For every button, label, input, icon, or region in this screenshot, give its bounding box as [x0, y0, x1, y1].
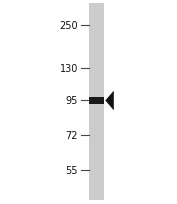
- Bar: [89, 4, 104, 200]
- Text: 130: 130: [59, 63, 78, 73]
- Text: 55: 55: [65, 165, 78, 175]
- Text: 95: 95: [65, 96, 78, 106]
- Bar: [89, 97, 104, 105]
- Text: 72: 72: [65, 131, 78, 141]
- Polygon shape: [105, 91, 114, 111]
- Text: 250: 250: [59, 21, 78, 30]
